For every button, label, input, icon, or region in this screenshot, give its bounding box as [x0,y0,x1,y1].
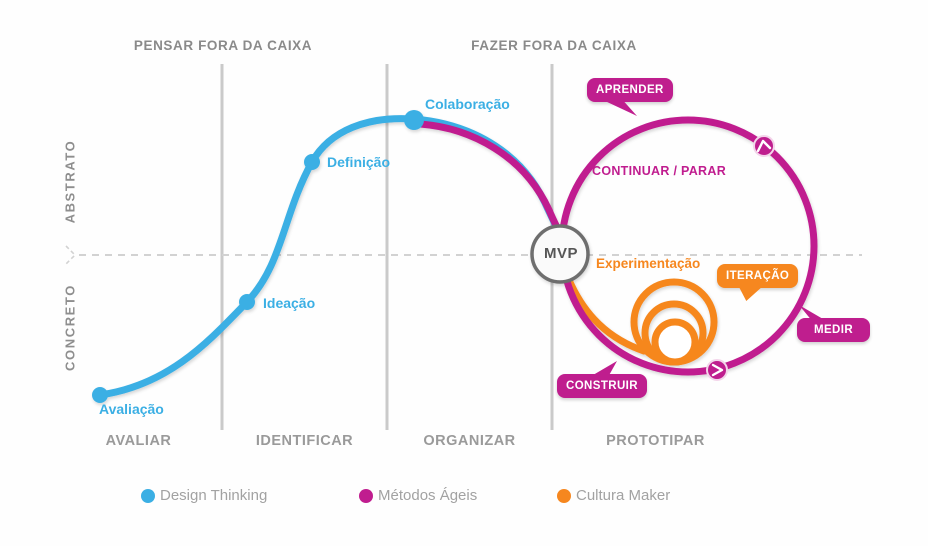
legend-item-cultura-maker: Cultura Maker [557,487,670,504]
point-ideacao-dot [239,294,255,310]
agile-direction-marker-top [753,135,775,157]
phase-label-prototipar: PROTOTIPAR [606,433,705,449]
badge-aprender: APRENDER [587,78,673,102]
point-label-ideacao: Ideação [263,295,316,311]
continuar-parar-label: CONTINUAR / PARAR [592,164,727,178]
legend-label: Design Thinking [160,487,268,504]
badge-iteracao: ITERAÇÃO [717,264,799,288]
midline-chevron-icon [65,245,77,265]
point-label-colaboracao: Colaboração [425,96,510,112]
point-colaboracao-dot [404,110,424,130]
experimentacao-label: Experimentação [596,256,701,271]
axis-label-concreto: CONCRETO [62,284,78,371]
point-definicao-dot [304,154,320,170]
agile-direction-marker-bottom [706,359,728,381]
legend-dot-magenta-icon [359,488,373,503]
arrow-up-left-icon [756,139,772,153]
legend-item-design-thinking: Design Thinking [141,487,267,504]
point-label-definicao: Definição [327,154,391,170]
mvp-circle [530,224,590,284]
maker-spiral-inner [651,318,699,366]
phase-label-organizar: ORGANIZAR [423,433,516,449]
arrow-right-icon [711,363,724,377]
badge-construir: CONSTRUIR [557,374,647,398]
legend-label: Métodos Ágeis [378,487,478,504]
legend-label: Cultura Maker [576,487,671,504]
zone-label-fazer: FAZER FORA DA CAIXA [471,38,637,53]
badge-medir: MEDIR [797,318,871,342]
phase-label-avaliar: AVALIAR [105,433,172,449]
point-label-avaliacao: Avaliação [99,401,164,417]
phase-label-identificar: IDENTIFICAR [255,433,354,449]
legend-dot-orange-icon [557,488,571,503]
zone-label-pensar: PENSAR FORA DA CAIXA [133,38,313,53]
mvp-label: MVP [543,245,578,262]
legend-item-metodos-ageis: Métodos Ágeis [359,487,477,504]
point-avaliacao-dot [92,387,108,403]
axis-label-abstrato: ABSTRATO [62,139,78,224]
legend-dot-blue-icon [141,488,155,503]
